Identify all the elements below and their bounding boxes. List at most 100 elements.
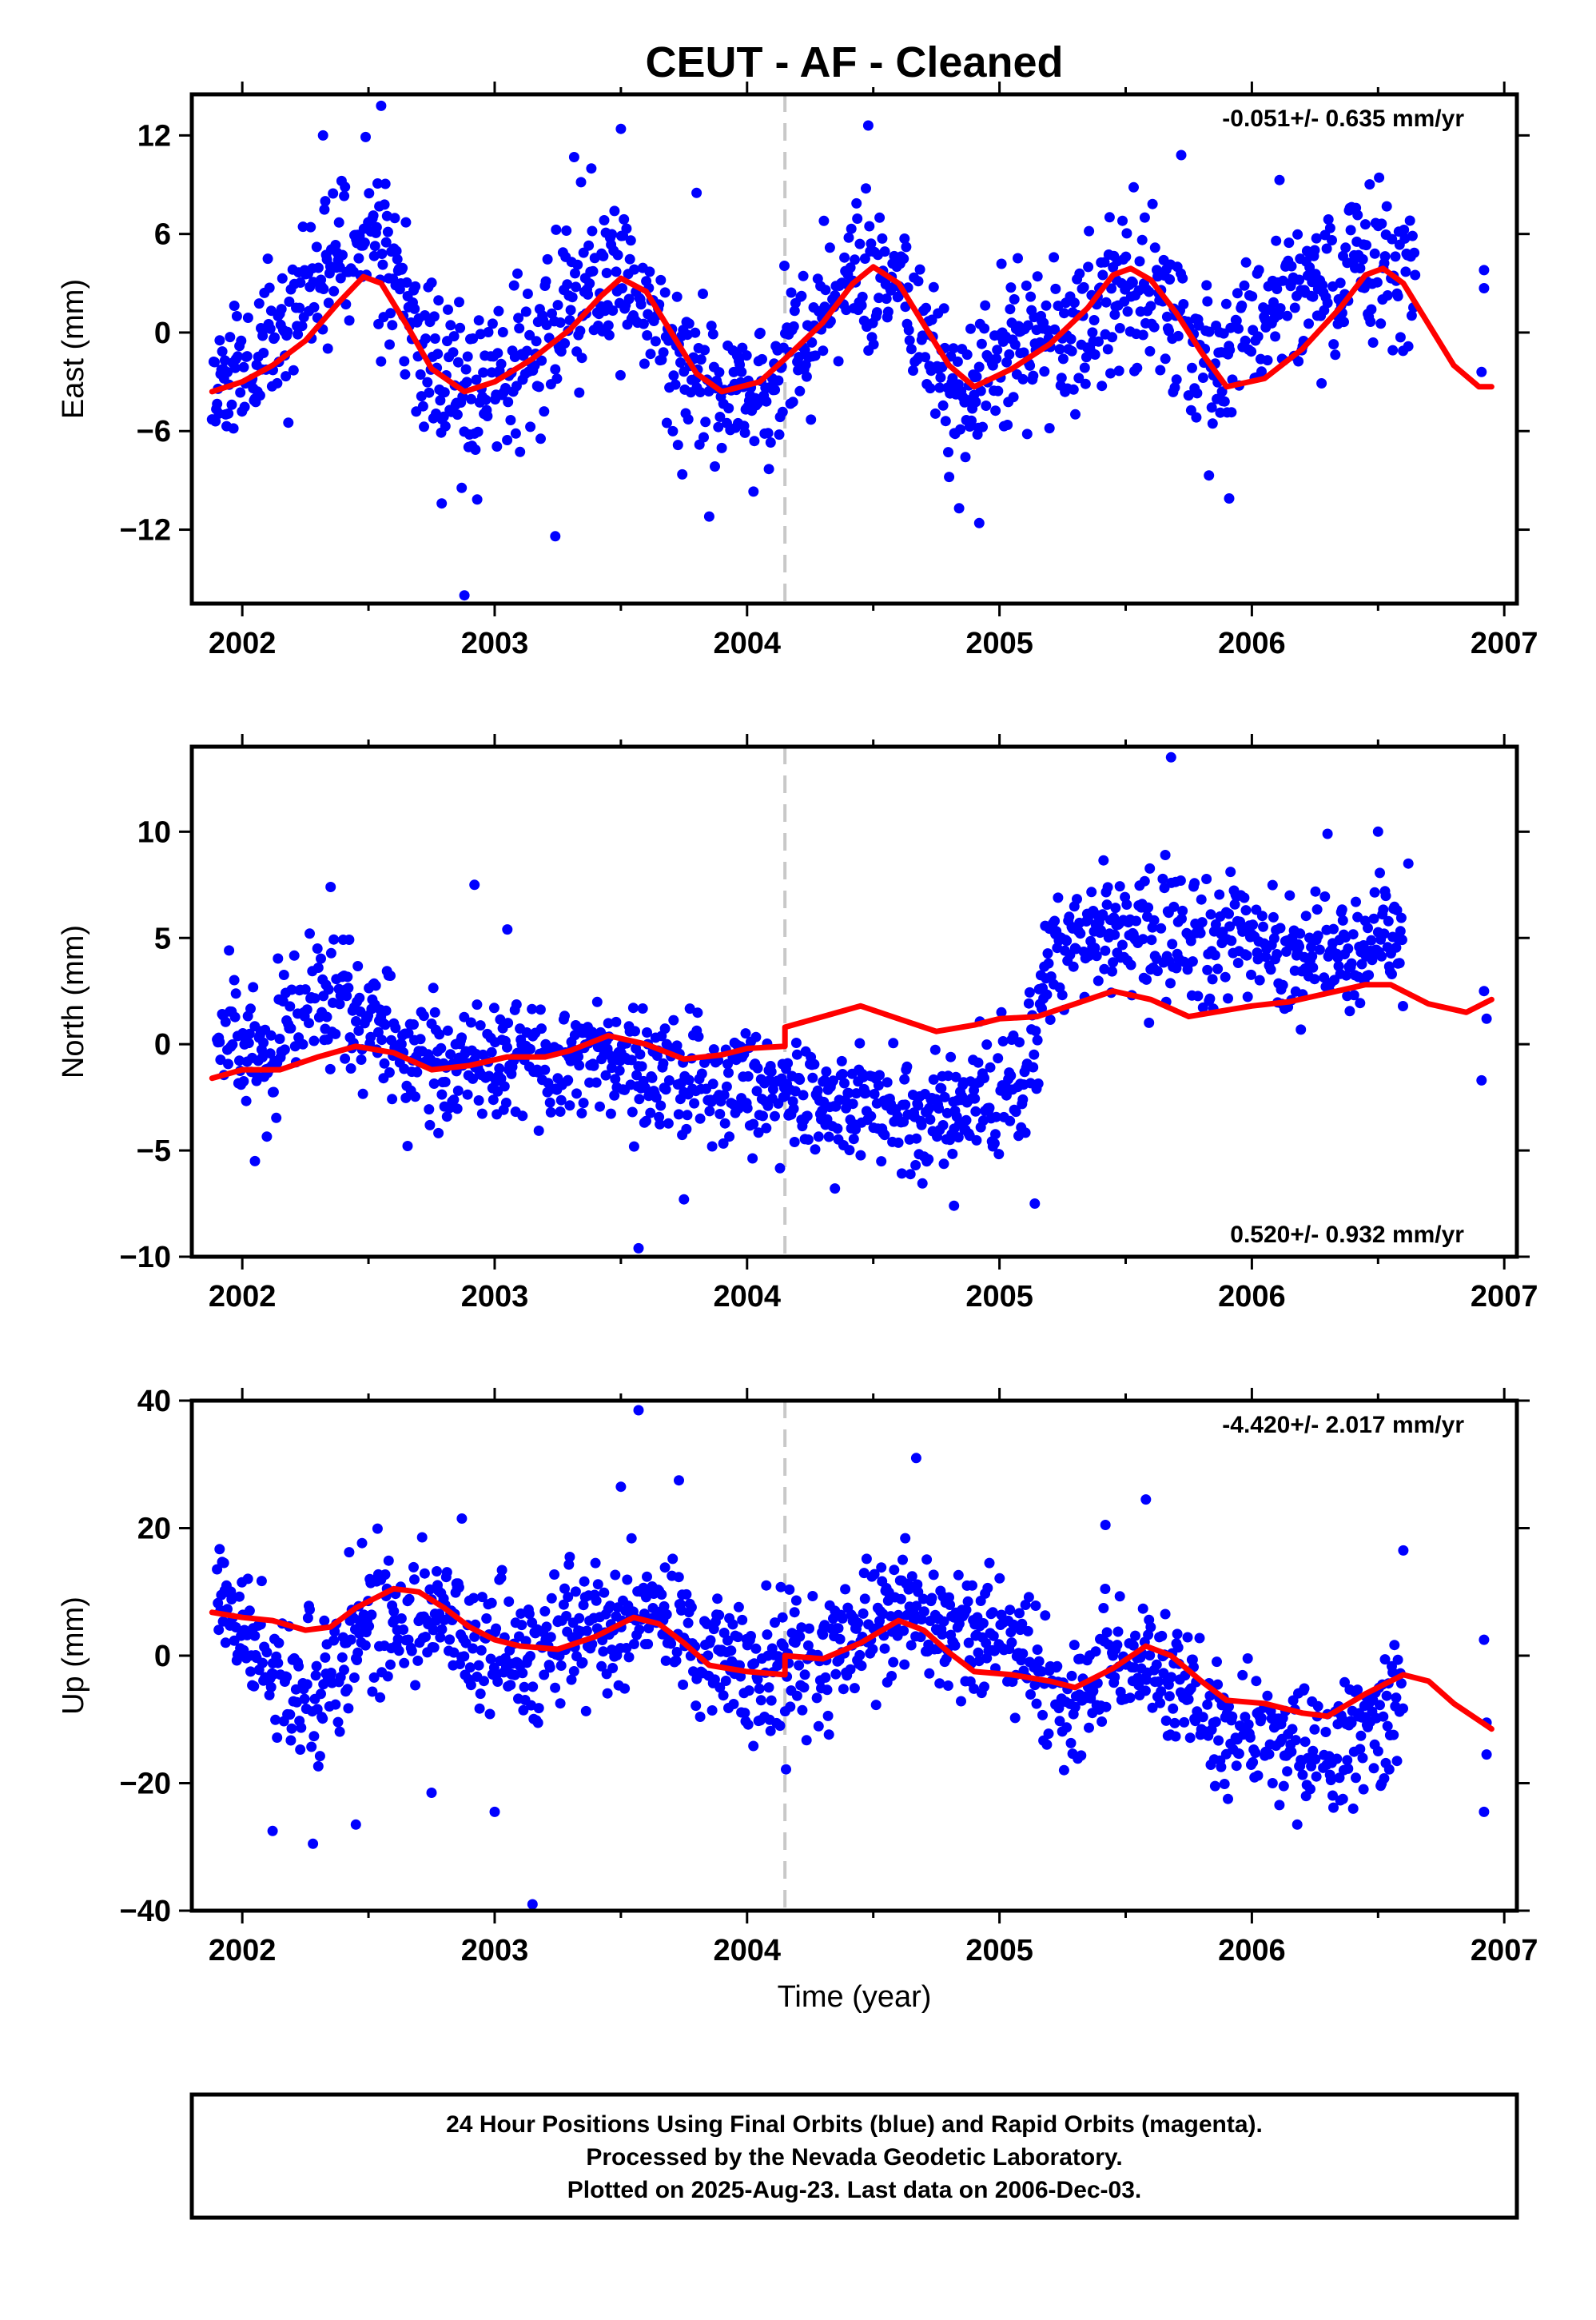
data-point bbox=[591, 996, 603, 1007]
data-point bbox=[1057, 353, 1069, 365]
data-point bbox=[238, 1644, 249, 1656]
data-point bbox=[440, 421, 451, 432]
data-point bbox=[359, 237, 370, 249]
data-point bbox=[811, 1692, 822, 1704]
data-point bbox=[739, 1708, 750, 1719]
data-point bbox=[483, 327, 494, 337]
data-point bbox=[879, 246, 890, 257]
data-point bbox=[775, 1581, 786, 1593]
data-point bbox=[603, 320, 614, 331]
data-point bbox=[886, 1671, 898, 1681]
data-point bbox=[1144, 1650, 1156, 1661]
data-point bbox=[1381, 201, 1392, 212]
data-point bbox=[1039, 366, 1050, 377]
data-point bbox=[791, 1049, 802, 1060]
data-point bbox=[1398, 1545, 1409, 1556]
data-point bbox=[786, 287, 797, 298]
data-point bbox=[1376, 951, 1387, 962]
data-point bbox=[917, 1178, 928, 1189]
data-point bbox=[351, 1016, 361, 1026]
data-point bbox=[692, 1007, 703, 1018]
data-point bbox=[445, 320, 456, 331]
data-point bbox=[239, 401, 250, 413]
data-point bbox=[1306, 942, 1317, 953]
data-point bbox=[924, 1102, 935, 1114]
data-point bbox=[1144, 1017, 1155, 1028]
data-point bbox=[392, 1633, 404, 1644]
data-point bbox=[906, 1571, 917, 1582]
data-point bbox=[264, 1689, 275, 1700]
data-point bbox=[1262, 1690, 1273, 1701]
data-point bbox=[544, 1662, 555, 1673]
data-point bbox=[852, 213, 863, 224]
data-point bbox=[926, 1593, 937, 1604]
y-tick-label: −40 bbox=[120, 1895, 171, 1928]
data-point bbox=[1073, 373, 1085, 384]
data-point bbox=[257, 1657, 268, 1668]
data-point bbox=[209, 357, 220, 368]
data-point bbox=[503, 1596, 515, 1607]
data-point bbox=[993, 1149, 1005, 1160]
data-point bbox=[789, 305, 800, 317]
data-point bbox=[1229, 899, 1240, 910]
data-point bbox=[1128, 181, 1139, 193]
data-point bbox=[367, 1686, 378, 1697]
data-point bbox=[369, 241, 380, 252]
data-point bbox=[410, 1680, 421, 1691]
data-point bbox=[1224, 493, 1235, 504]
data-point bbox=[448, 1647, 460, 1658]
data-point bbox=[214, 1544, 225, 1555]
data-point bbox=[550, 364, 561, 375]
data-point bbox=[563, 1592, 574, 1603]
data-point bbox=[650, 336, 661, 347]
data-point bbox=[796, 290, 807, 301]
data-point bbox=[1369, 887, 1380, 898]
data-point bbox=[561, 1611, 572, 1621]
data-point bbox=[770, 1617, 780, 1628]
data-point bbox=[628, 1141, 639, 1152]
data-point bbox=[1395, 912, 1407, 923]
data-point bbox=[212, 1564, 223, 1575]
data-point bbox=[758, 1110, 768, 1122]
data-point bbox=[788, 1103, 799, 1114]
data-point bbox=[838, 1684, 849, 1695]
data-point bbox=[401, 277, 412, 288]
data-point bbox=[258, 1037, 269, 1048]
data-point bbox=[436, 1624, 448, 1635]
data-point bbox=[1233, 323, 1244, 334]
data-point bbox=[845, 262, 856, 273]
data-point bbox=[555, 1660, 567, 1671]
data-point bbox=[256, 1576, 267, 1587]
data-point bbox=[473, 1660, 484, 1671]
data-point bbox=[265, 1681, 277, 1692]
data-point bbox=[325, 882, 336, 892]
data-point bbox=[1183, 1694, 1194, 1705]
data-point bbox=[659, 287, 671, 298]
data-point bbox=[563, 1559, 575, 1570]
data-point bbox=[276, 304, 287, 315]
data-point bbox=[962, 1596, 973, 1607]
data-point bbox=[1210, 1716, 1221, 1728]
data-point bbox=[810, 350, 821, 361]
data-point bbox=[1220, 298, 1232, 309]
data-point bbox=[1017, 1618, 1028, 1629]
data-point bbox=[707, 1078, 718, 1090]
data-point bbox=[882, 1077, 893, 1088]
data-point bbox=[879, 1130, 890, 1141]
data-point bbox=[817, 1106, 828, 1116]
data-point bbox=[895, 1593, 906, 1604]
data-point bbox=[966, 415, 977, 426]
data-point bbox=[1312, 931, 1323, 941]
data-point bbox=[1147, 1702, 1158, 1713]
data-point bbox=[222, 367, 233, 377]
data-point bbox=[339, 190, 350, 201]
data-point bbox=[750, 1031, 762, 1042]
data-point bbox=[844, 1145, 855, 1156]
data-point bbox=[1395, 926, 1406, 937]
data-point bbox=[1347, 929, 1359, 940]
data-point bbox=[911, 1133, 922, 1144]
data-point bbox=[1395, 1678, 1407, 1689]
data-point bbox=[626, 1054, 637, 1066]
data-point bbox=[396, 1038, 407, 1050]
data-point bbox=[525, 1043, 535, 1054]
